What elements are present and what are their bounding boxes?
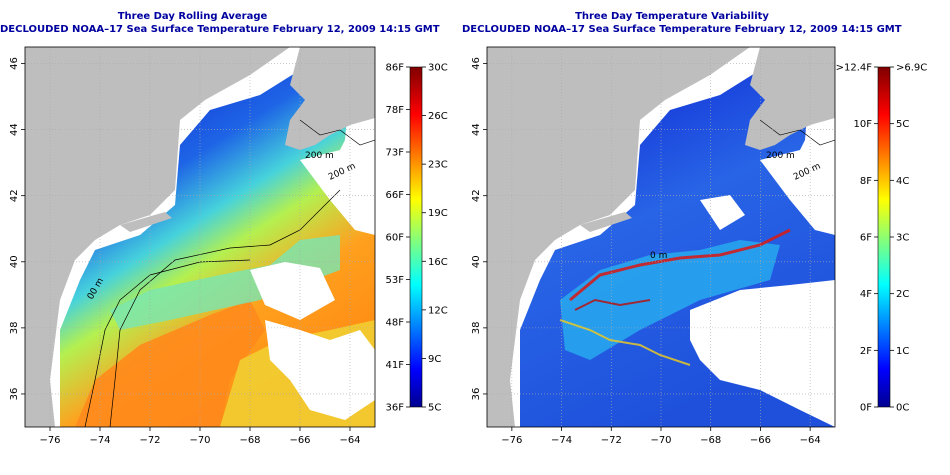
left_panel-colorbar-c-label: 16C: [428, 257, 448, 268]
left-x-tick-label: −64: [339, 435, 360, 446]
right-y-tick-label: 40: [471, 255, 482, 268]
right_panel-colorbar-c-label: >6.9C: [896, 63, 927, 74]
right_panel-colorbar-c-label: 3C: [896, 233, 909, 244]
right-land-us-coast: [487, 47, 750, 427]
right_panel-colorbar-f-label: 2F: [860, 346, 872, 357]
right-y-tick-label: 42: [471, 189, 482, 202]
right-y-tick-label: 36: [471, 388, 482, 401]
left-cyan-band: [110, 235, 340, 330]
right-contour-label-1: 0 m: [650, 251, 667, 261]
left-colorbar-labels: 86F 78F 73F 66F 60F 53F 48F 41F 36F 30C 26C 23C 19C 1…: [386, 63, 448, 414]
left-contour-label-1: 200 m: [305, 151, 334, 161]
left-colorbar: [409, 66, 423, 408]
right-high-variability-front: [569, 228, 791, 302]
right-land-nova-scotia: [745, 47, 835, 150]
right-colorbar-labels: >12.4F 10F 8F 6F 4F 2F 0F >6.9C 5C 4C 3C 2C 1C 0C: [836, 63, 928, 414]
left-gulf-stream: [75, 300, 265, 427]
right-title-line1: Three Day Temperature Variability: [575, 11, 769, 22]
left-land-us-coast: [25, 47, 290, 427]
right_panel-colorbar-c-label: 1C: [896, 346, 909, 357]
right_panel-colorbar-c-label: 5C: [896, 119, 909, 130]
left_panel-colorbar-f-label: 66F: [386, 190, 405, 201]
left-cloud-mask: [250, 120, 375, 420]
left_panel-colorbar-c-label: 9C: [428, 354, 441, 365]
right-y-tick-label: 44: [471, 123, 482, 136]
right-x-tick-label: −72: [601, 435, 622, 446]
left-title-line2: DECLOUDED NOAA–17 Sea Surface Temperatur…: [0, 24, 440, 35]
right-cloud-mask: [690, 120, 835, 427]
right_panel-colorbar-f-label: 6F: [860, 233, 872, 244]
right-graticule: [487, 47, 835, 427]
left-long-island: [120, 212, 172, 232]
left-depth-contour: [109, 189, 341, 427]
right_panel-colorbar-f-label: 10F: [854, 119, 873, 130]
left-y-tick-label: 38: [9, 322, 20, 335]
left_panel-colorbar-c-label: 26C: [428, 111, 448, 122]
right-contour-label-2: 200 m: [766, 151, 795, 161]
right-map-panel: [487, 47, 835, 427]
right_panel-colorbar-c-label: 2C: [896, 289, 909, 300]
left-y-tick-label: 40: [9, 255, 20, 268]
left-x-tick-label: −72: [139, 435, 160, 446]
left-y-tick-label: 44: [9, 123, 20, 136]
left-land-nova-scotia: [285, 47, 375, 150]
left_panel-colorbar-f-label: 78F: [386, 105, 405, 116]
right-map-axes: −76 −74 −72 −70 −68 −66 −64 46 44 42 40 38 36: [471, 57, 821, 446]
left_panel-colorbar-f-label: 73F: [386, 148, 405, 159]
right_panel-colorbar-f-label: 4F: [860, 289, 872, 300]
right_panel-colorbar-f-label: 0F: [860, 403, 872, 414]
left_panel-colorbar-c-label: 19C: [428, 208, 448, 219]
right_panel-colorbar-f-label: >12.4F: [836, 63, 873, 74]
right-x-tick-label: −76: [501, 435, 522, 446]
left-x-tick-label: −74: [89, 435, 110, 446]
right-y-tick-label: 38: [471, 322, 482, 335]
left-x-tick-label: −76: [39, 435, 60, 446]
right-x-tick-label: −64: [800, 435, 821, 446]
right-x-tick-label: −68: [700, 435, 721, 446]
right_panel-colorbar-c-label: 4C: [896, 176, 909, 187]
right-title-line2: DECLOUDED NOAA–17 Sea Surface Temperatur…: [462, 24, 902, 35]
right-x-tick-label: −70: [650, 435, 671, 446]
left-x-tick-label: −70: [189, 435, 210, 446]
left_panel-colorbar-c-label: 5C: [428, 403, 441, 414]
right-high-variability-front-2: [559, 319, 691, 366]
left-y-tick-label: 46: [9, 57, 20, 70]
right-colorbar: [877, 66, 891, 408]
left-map-title: Three Day Rolling Average DECLOUDED NOAA…: [0, 10, 440, 36]
left_panel-colorbar-f-label: 41F: [386, 360, 405, 371]
left_panel-colorbar-c-label: 30C: [428, 63, 448, 74]
left-x-tick-label: −68: [239, 435, 260, 446]
left-map-axes: −76 −74 −72 −70 −68 −66 −64 46 44 42 40 38 36: [9, 57, 361, 446]
left-x-tick-label: −66: [289, 435, 310, 446]
left-depth-contour-3: [299, 119, 375, 146]
right-y-tick-label: 46: [471, 57, 482, 70]
left_panel-colorbar-f-label: 53F: [386, 275, 405, 286]
right_panel-colorbar-c-label: 0C: [896, 403, 909, 414]
left-y-tick-label: 36: [9, 388, 20, 401]
left-map-panel: [25, 47, 375, 427]
right-map-title: Three Day Temperature Variability DECLOU…: [462, 10, 902, 36]
left_panel-colorbar-c-label: 23C: [428, 160, 448, 171]
right-depth-contour: [759, 119, 835, 146]
right-x-tick-label: −74: [551, 435, 572, 446]
left-y-tick-label: 42: [9, 189, 20, 202]
left_panel-colorbar-f-label: 86F: [386, 63, 405, 74]
right-long-island: [580, 212, 632, 232]
left_panel-colorbar-f-label: 48F: [386, 318, 405, 329]
left-graticule: [25, 47, 375, 427]
left-title-line1: Three Day Rolling Average: [117, 11, 268, 22]
right_panel-colorbar-f-label: 8F: [860, 176, 872, 187]
left_panel-colorbar-c-label: 12C: [428, 305, 448, 316]
right-red-streak: [574, 298, 651, 311]
left_panel-colorbar-f-label: 36F: [386, 403, 405, 414]
right-x-tick-label: −66: [750, 435, 771, 446]
left_panel-colorbar-f-label: 60F: [386, 233, 405, 244]
